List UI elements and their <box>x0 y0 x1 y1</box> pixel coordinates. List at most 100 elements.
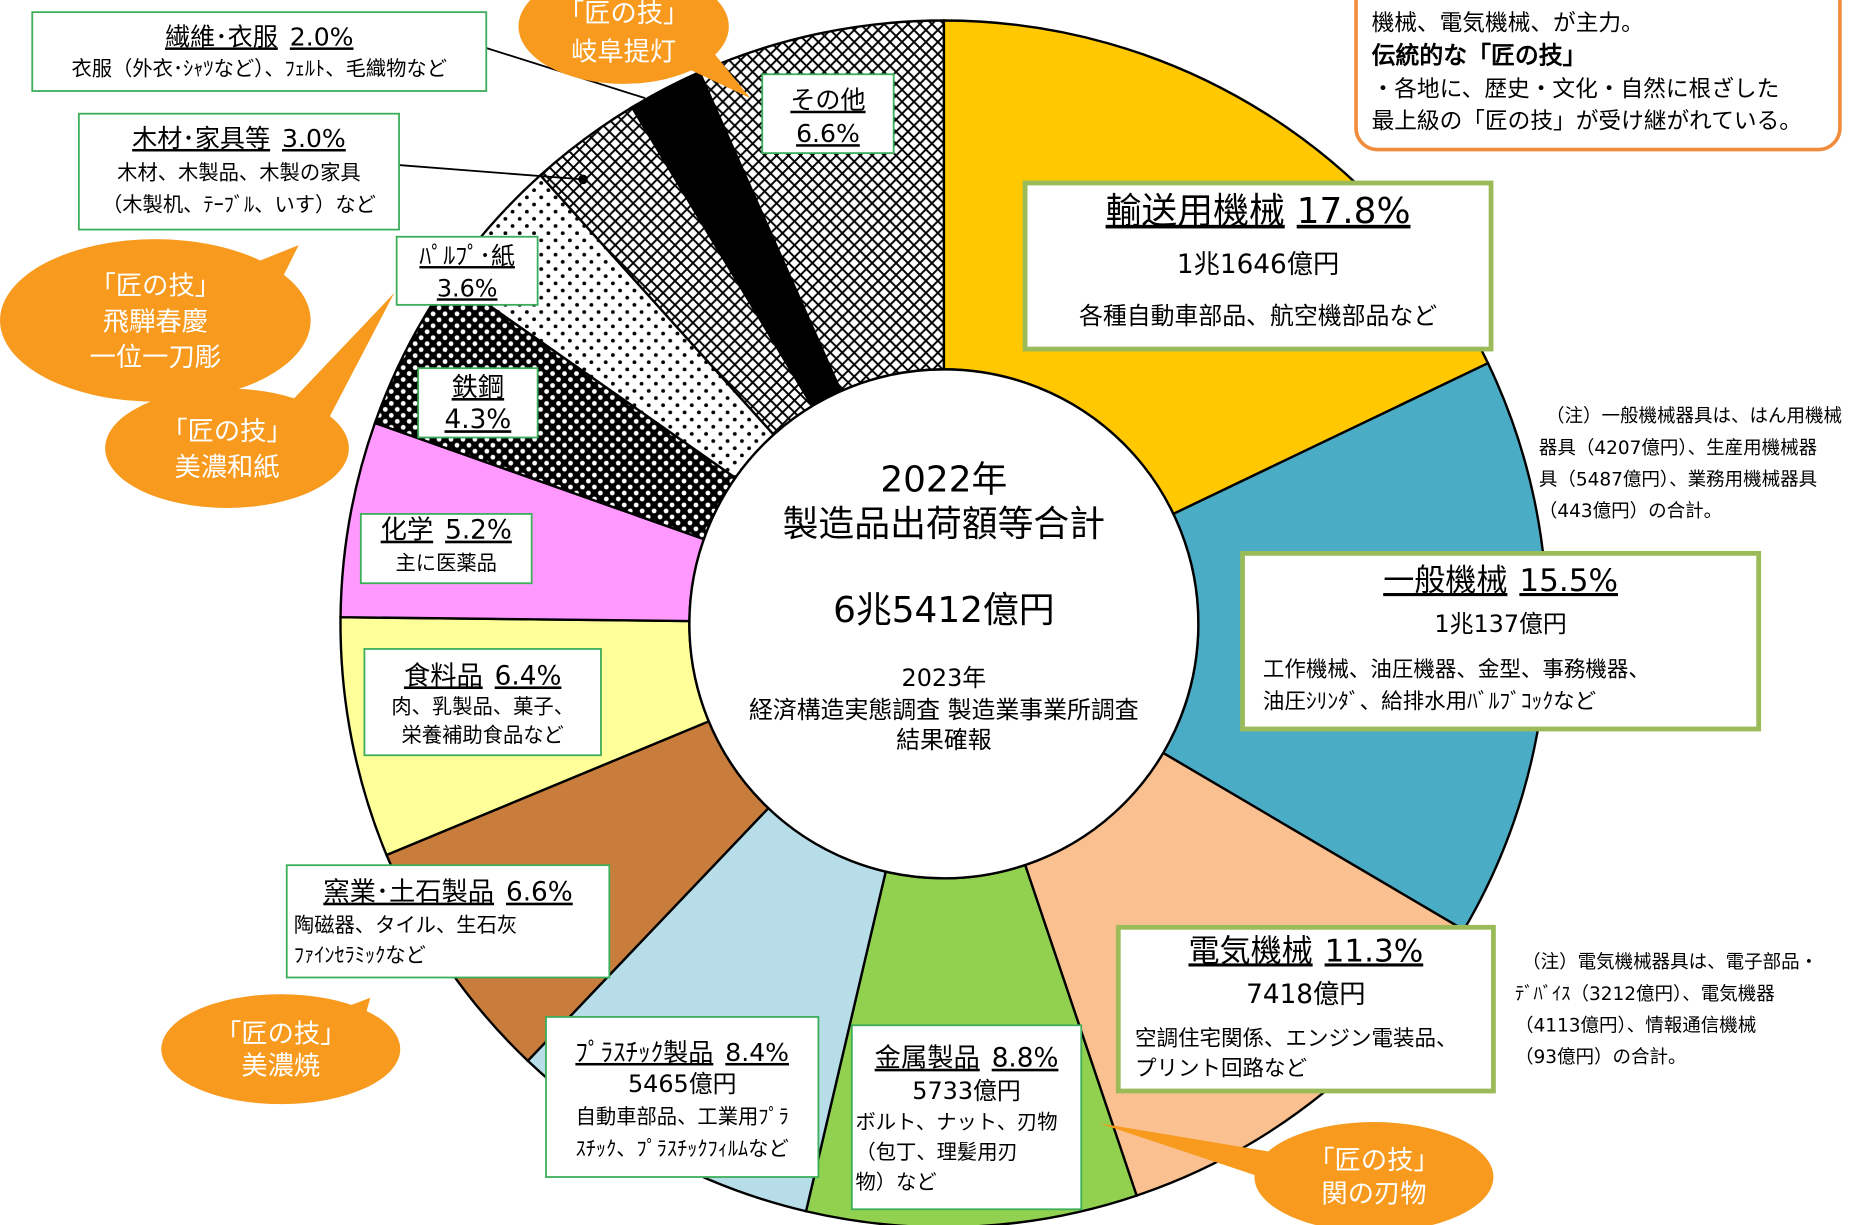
center-text: 6兆5412億円 <box>833 590 1054 631</box>
category-label: 輸送用機械 <box>1106 191 1285 232</box>
leader-line <box>398 164 584 181</box>
value-label: 6.6% <box>506 877 573 907</box>
callout-tail <box>280 292 395 431</box>
label-title: 食料品 6.4% <box>404 661 561 691</box>
note-text: （443億円）の合計。 <box>1539 501 1722 522</box>
callout-heading: 「匠の技」 <box>90 271 221 301</box>
label-box <box>395 235 539 306</box>
category-label: ﾊﾟﾙﾌﾟ･紙 <box>419 242 515 270</box>
summary-heading: 伝統的な「匠の技」 <box>1372 41 1587 69</box>
value-label: 11.3% <box>1325 933 1424 969</box>
description: 栄養補助食品など <box>401 723 563 747</box>
description: 油圧ｼﾘﾝﾀﾞ、給排水用ﾊﾞﾙﾌﾞｺｯｸなど <box>1263 690 1596 715</box>
category-label: 金属製品 <box>875 1043 980 1073</box>
label-box <box>285 864 611 979</box>
description: 空調住宅関係、エンジン電装品、 <box>1135 1027 1458 1052</box>
label-title: 電気機械 11.3% <box>1188 933 1423 969</box>
callout-text: 一位一刀彫 <box>90 343 221 373</box>
center-text: 経済構造実態調査 製造業事業所調査 <box>749 696 1139 724</box>
value-label: 3.6% <box>437 274 498 302</box>
center-text: 結果確報 <box>896 726 992 754</box>
value-label: 6.4% <box>495 661 562 691</box>
description: 工作機械、油圧機器、金型、事務機器、 <box>1263 657 1650 682</box>
note-text: （93億円）の合計。 <box>1515 1047 1687 1068</box>
description: 衣服（外衣･ｼｬﾂなど）、ﾌｪﾙﾄ、毛織物など <box>72 56 448 80</box>
label-title: ﾌﾟﾗｽﾁｯｸ製品 8.4% <box>575 1038 789 1067</box>
label-box <box>761 73 895 155</box>
callout-heading: 「匠の技」 <box>215 1019 346 1049</box>
description: 主に医薬品 <box>395 551 496 575</box>
label-box <box>850 1024 1083 1211</box>
note-text: （注）電気機械器具は、電子部品・ <box>1522 952 1818 973</box>
label-box <box>417 367 539 439</box>
description: 肉、乳製品、菓子、 <box>391 694 574 718</box>
callout-bubble <box>1254 1122 1494 1225</box>
value-label: 3.0% <box>282 124 346 153</box>
label-title: 窯業･土石製品 6.6% <box>323 877 572 907</box>
category-label: 食料品 <box>404 661 483 691</box>
value-label: 6.6% <box>796 119 860 148</box>
callout-bubble <box>161 994 401 1105</box>
callout-text: 岐阜提灯 <box>571 37 676 67</box>
note-text: （注）一般機械器具は、はん用機械 <box>1546 406 1842 427</box>
callout-heading: 「匠の技」 <box>558 0 689 29</box>
note-text: ﾃﾞﾊﾞｲｽ（3212億円）、電気機器 <box>1515 984 1775 1005</box>
label-box <box>1022 180 1494 352</box>
description: （包丁、理髪用刃 <box>855 1140 1017 1164</box>
value-label: 17.8% <box>1297 191 1411 232</box>
label-box <box>545 1016 820 1178</box>
amount-label: 1兆1646億円 <box>1177 250 1339 280</box>
callout-heading: 「匠の技」 <box>1308 1146 1439 1176</box>
category-label: 木材･家具等 <box>132 124 270 153</box>
label-box <box>363 648 602 757</box>
category-label: 一般機械 <box>1383 563 1507 599</box>
category-label: ﾌﾟﾗｽﾁｯｸ製品 <box>575 1038 713 1067</box>
note-text: 器具（4207億円）、生産用機械器 <box>1539 438 1817 459</box>
category-label: 窯業･土石製品 <box>323 877 494 907</box>
label-box <box>1240 550 1762 732</box>
category-label: 繊維･衣服 <box>165 22 278 51</box>
summary-text: 最上級の「匠の技」が受け継がれている。 <box>1372 109 1802 135</box>
label-title: 木材･家具等 3.0% <box>132 124 346 153</box>
description: （木製机、ﾃｰﾌﾞﾙ、いす）など <box>102 193 376 217</box>
label-title: 金属製品 8.8% <box>875 1043 1059 1073</box>
callout-text: 飛騨春慶 <box>103 307 208 337</box>
description: ｽﾁｯｸ、ﾌﾟﾗｽﾁｯｸﾌｨﾙﾑなど <box>576 1137 789 1161</box>
value-label: 2.0% <box>290 22 354 51</box>
category-label: 鉄鋼 <box>452 373 505 403</box>
callout-bubble <box>0 239 311 402</box>
amount-label: 5733億円 <box>912 1077 1021 1105</box>
label-title: 輸送用機械 17.8% <box>1106 191 1411 232</box>
summary-text: ・各地に、歴史・文化・自然に根ざした <box>1372 75 1780 102</box>
category-label: 電気機械 <box>1188 933 1312 969</box>
summary-box <box>1354 0 1842 152</box>
description: 各種自動車部品、航空機部品など <box>1079 302 1437 330</box>
amount-label: 5465億円 <box>628 1070 737 1098</box>
value-label: 5.2% <box>445 515 512 545</box>
label-box <box>359 513 533 585</box>
description: 自動車部品、工業用ﾌﾟﾗ <box>576 1104 789 1128</box>
center-text: 製造品出荷額等合計 <box>783 504 1105 545</box>
description: ボルト、ナット、刃物 <box>855 1110 1057 1134</box>
amount-label: 7418億円 <box>1246 980 1365 1010</box>
leader-dot <box>578 174 588 185</box>
label-title: 繊維･衣服 2.0% <box>165 22 354 51</box>
note-text: （4113億円）、情報通信機械 <box>1515 1015 1756 1036</box>
label-title: 化学 5.2% <box>381 515 512 545</box>
category-label: 化学 <box>381 515 434 545</box>
value-label: 4.3% <box>445 405 512 435</box>
description: 木材、木製品、木製の家具 <box>117 160 361 184</box>
callout-text: 美濃焼 <box>241 1052 320 1082</box>
callout-text: 美濃和紙 <box>174 453 279 483</box>
value-label: 8.4% <box>725 1038 789 1067</box>
description: 物）など <box>855 1170 936 1194</box>
center-text: 2023年 <box>902 664 987 692</box>
category-label: その他 <box>790 86 865 115</box>
label-box <box>1115 924 1496 1094</box>
callout-heading: 「匠の技」 <box>161 417 292 447</box>
donut-hole <box>688 368 1200 880</box>
label-box <box>31 11 488 92</box>
description: 陶磁器、タイル、生石灰 <box>294 913 517 937</box>
amount-label: 1兆137億円 <box>1434 610 1566 638</box>
center-text: 2022年 <box>880 460 1007 501</box>
